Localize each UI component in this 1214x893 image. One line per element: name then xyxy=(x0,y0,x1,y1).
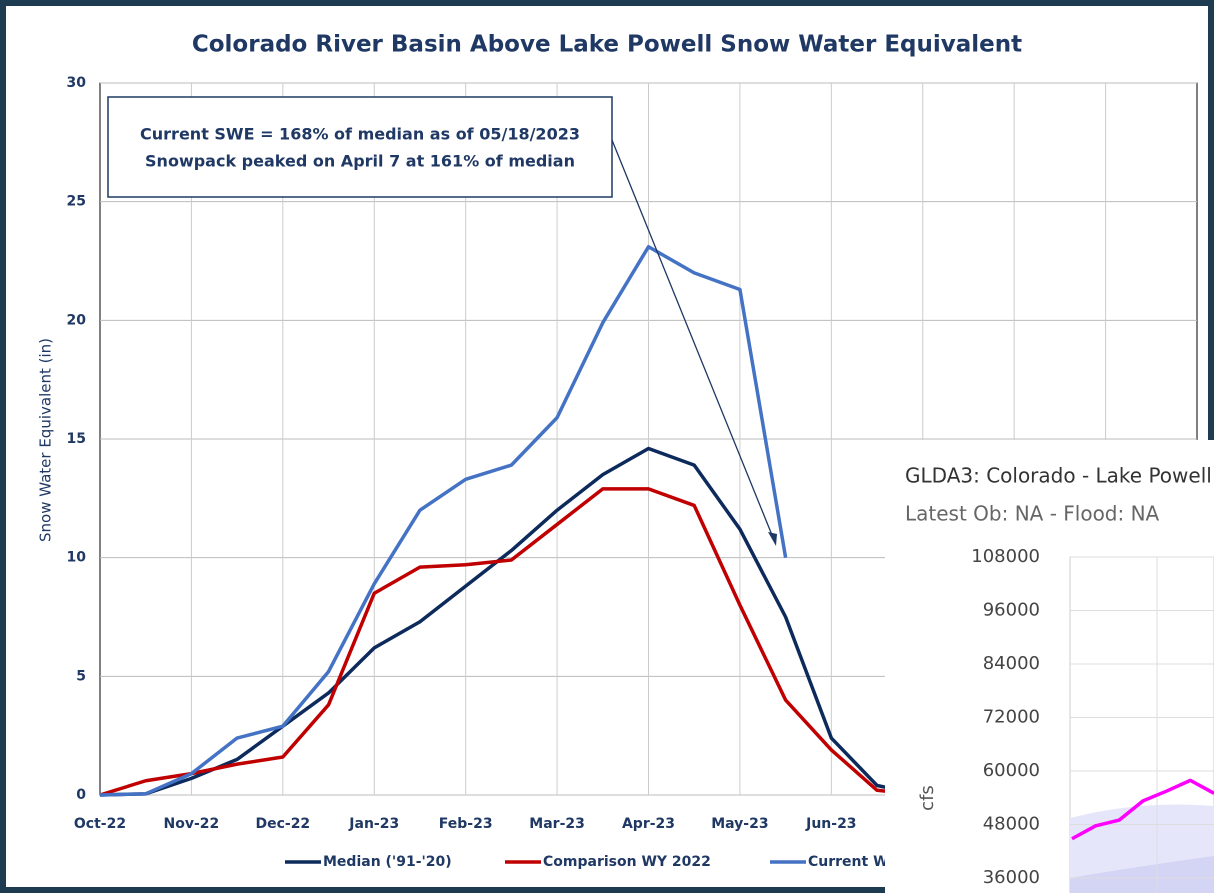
x-tick-label: Oct-22 xyxy=(74,816,126,832)
x-tick-label: Jun-23 xyxy=(805,816,856,832)
legend-label: Median ('91-'20) xyxy=(323,854,452,870)
y-tick-label: 20 xyxy=(67,312,87,328)
y-tick-label: 96000 xyxy=(983,600,1040,621)
annotation-box xyxy=(107,96,613,198)
annotation-text: Current SWE = 168% of median as of 05/18… xyxy=(140,125,580,144)
y-tick-label: 15 xyxy=(67,431,86,447)
series-line xyxy=(99,487,923,797)
y-tick-label: 108000 xyxy=(971,546,1040,567)
x-tick-label: Apr-23 xyxy=(622,816,675,832)
series-line xyxy=(99,446,924,797)
annotation-arrow xyxy=(611,139,775,541)
y-tick-label: 60000 xyxy=(983,760,1040,781)
river-chart: GLDA3: Colorado - Lake Powell Latest Ob:… xyxy=(885,440,1214,893)
y-tick-label: 30 xyxy=(67,75,87,91)
x-tick-label: Jan-23 xyxy=(348,816,399,832)
y-tick-label: 84000 xyxy=(983,653,1040,674)
inset-title: GLDA3: Colorado - Lake Powell xyxy=(905,464,1212,488)
y-tick-label: 48000 xyxy=(983,814,1040,835)
chart-title: Colorado River Basin Above Lake Powell S… xyxy=(192,32,1022,58)
inset-band xyxy=(1070,856,1214,893)
x-tick-label: Mar-23 xyxy=(529,816,585,832)
x-tick-label: May-23 xyxy=(711,816,768,832)
y-tick-label: 5 xyxy=(76,668,86,684)
y-tick-label: 36000 xyxy=(983,867,1040,888)
y-axis-label: Snow Water Equivalent (in) xyxy=(37,338,55,542)
arrow-head xyxy=(768,532,777,546)
inset-y-label: cfs xyxy=(917,785,938,811)
series-line xyxy=(99,245,788,797)
y-tick-label: 10 xyxy=(67,550,87,566)
y-tick-label: 72000 xyxy=(983,707,1040,728)
series-line xyxy=(1071,778,1214,841)
inset-subtitle: Latest Ob: NA - Flood: NA xyxy=(905,502,1160,526)
legend-label: Comparison WY 2022 xyxy=(543,854,711,870)
x-tick-label: Feb-23 xyxy=(439,816,493,832)
x-tick-label: Dec-22 xyxy=(255,816,310,832)
annotation-text: Snowpack peaked on April 7 at 161% of me… xyxy=(145,152,575,171)
y-tick-label: 0 xyxy=(76,787,86,803)
x-tick-label: Nov-22 xyxy=(164,816,220,832)
y-tick-label: 25 xyxy=(67,194,86,210)
